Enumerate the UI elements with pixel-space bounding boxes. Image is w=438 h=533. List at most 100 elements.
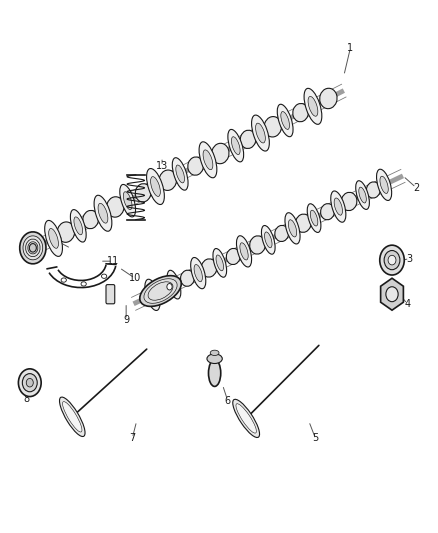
Circle shape [26,378,33,387]
Ellipse shape [233,399,260,438]
Ellipse shape [60,397,85,437]
Ellipse shape [83,211,99,229]
Text: 6: 6 [225,396,231,406]
Ellipse shape [124,192,132,209]
Ellipse shape [251,115,269,151]
Circle shape [167,284,172,290]
Ellipse shape [29,244,36,252]
Ellipse shape [216,255,223,271]
Ellipse shape [281,111,290,130]
Ellipse shape [275,225,289,241]
Ellipse shape [180,270,194,286]
Text: 12: 12 [51,236,63,246]
Ellipse shape [321,204,335,220]
Ellipse shape [170,277,178,293]
Ellipse shape [359,187,366,203]
Text: 3: 3 [406,254,413,263]
Ellipse shape [226,248,240,264]
Ellipse shape [203,150,213,169]
Ellipse shape [356,181,369,209]
Ellipse shape [45,221,63,256]
Ellipse shape [212,143,229,164]
Ellipse shape [155,280,171,299]
Circle shape [388,255,396,265]
Ellipse shape [256,123,265,143]
Ellipse shape [264,117,282,137]
Ellipse shape [172,158,188,190]
Ellipse shape [285,213,300,244]
Ellipse shape [49,229,58,248]
Ellipse shape [57,222,74,243]
Ellipse shape [120,184,136,217]
Ellipse shape [334,198,343,215]
Polygon shape [381,278,403,310]
Ellipse shape [201,259,217,277]
Text: 13: 13 [156,161,168,171]
Ellipse shape [208,360,221,386]
Ellipse shape [159,170,177,190]
Ellipse shape [188,157,203,175]
Ellipse shape [74,217,83,235]
Ellipse shape [176,165,184,183]
Ellipse shape [310,210,318,226]
Ellipse shape [194,264,202,282]
Ellipse shape [26,239,40,256]
Ellipse shape [331,191,346,222]
Ellipse shape [135,184,151,202]
Ellipse shape [28,242,38,254]
Ellipse shape [277,104,293,137]
Ellipse shape [228,130,244,162]
Text: 4: 4 [404,299,410,309]
Ellipse shape [231,136,240,155]
Circle shape [18,369,41,397]
Text: 7: 7 [129,433,135,443]
Text: 9: 9 [123,315,129,325]
Ellipse shape [140,276,181,306]
Text: 10: 10 [129,273,141,283]
Ellipse shape [240,130,256,149]
Ellipse shape [210,350,219,356]
Ellipse shape [199,142,217,178]
Ellipse shape [207,354,222,364]
Ellipse shape [296,214,311,232]
Text: 2: 2 [413,183,419,192]
Ellipse shape [236,403,256,433]
Ellipse shape [213,248,226,277]
Text: 1: 1 [347,43,353,53]
Ellipse shape [102,274,107,278]
Ellipse shape [380,176,388,193]
Ellipse shape [23,236,42,260]
Ellipse shape [63,401,82,432]
Ellipse shape [98,204,108,223]
Ellipse shape [341,192,357,211]
Ellipse shape [148,286,157,303]
Ellipse shape [145,279,160,311]
Text: 11: 11 [107,256,119,266]
Ellipse shape [71,209,86,242]
Ellipse shape [366,182,380,198]
Text: 5: 5 [312,433,318,443]
Ellipse shape [304,88,322,124]
Ellipse shape [20,232,46,264]
Ellipse shape [94,195,112,231]
Circle shape [386,287,398,302]
Ellipse shape [81,282,86,286]
Ellipse shape [144,279,177,303]
Circle shape [384,251,400,270]
Ellipse shape [240,243,248,260]
Ellipse shape [167,270,181,299]
Ellipse shape [265,232,272,248]
Ellipse shape [293,103,308,122]
Circle shape [380,245,404,275]
Text: 8: 8 [23,394,29,403]
Ellipse shape [307,204,321,232]
Ellipse shape [377,169,392,200]
FancyBboxPatch shape [106,285,115,304]
Ellipse shape [320,88,337,109]
Ellipse shape [308,96,318,116]
Ellipse shape [237,236,251,267]
Ellipse shape [61,278,67,282]
Circle shape [22,374,37,392]
Ellipse shape [151,176,160,197]
Ellipse shape [288,220,297,237]
